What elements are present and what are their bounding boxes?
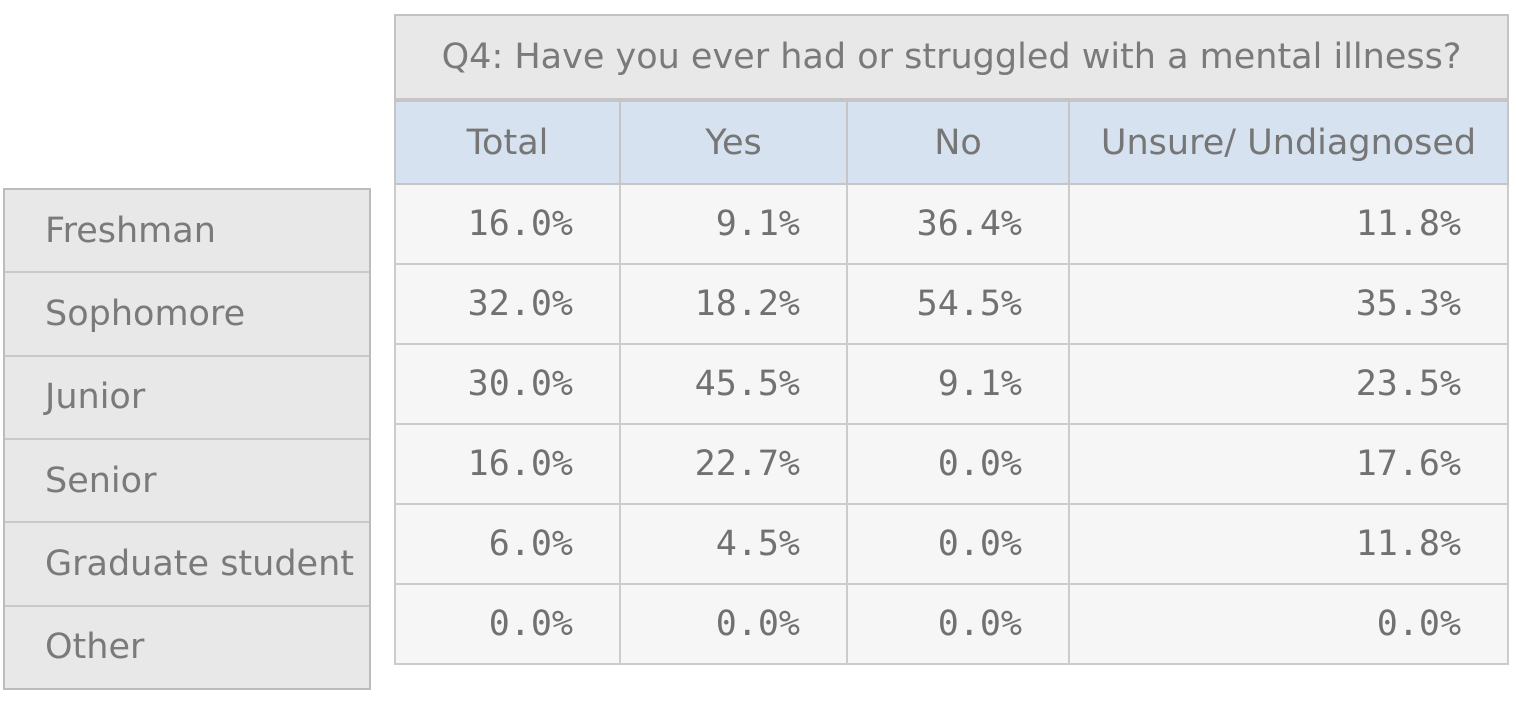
table-cell: 0.0%: [846, 583, 1070, 665]
question-header: Q4: Have you ever had or struggled with …: [393, 14, 1510, 102]
table-row-senior: 16.0% 22.7% 0.0% 17.6%: [394, 423, 1510, 505]
table-cell: 22.7%: [619, 423, 848, 505]
column-header-unsure-undiagnosed: Unsure/ Undiagnosed: [1067, 99, 1510, 185]
table-cell: 45.5%: [619, 343, 848, 425]
row-label-freshman: Freshman: [5, 190, 369, 274]
table-cell: 36.4%: [846, 183, 1070, 265]
table-cell: 0.0%: [394, 583, 621, 665]
table-cell: 0.0%: [619, 583, 848, 665]
table-cell: 16.0%: [394, 423, 621, 505]
table-row-freshman: 16.0% 9.1% 36.4% 11.8%: [394, 183, 1510, 265]
table-cell: 17.6%: [1067, 423, 1510, 505]
table-cell: 0.0%: [846, 423, 1070, 505]
column-header-total: Total: [394, 99, 621, 185]
table-cell: 16.0%: [394, 183, 621, 265]
table-cell: 0.0%: [846, 503, 1070, 585]
table-cell: 11.8%: [1067, 503, 1510, 585]
table-cell: 4.5%: [619, 503, 848, 585]
table-row-sophomore: 32.0% 18.2% 54.5% 35.3%: [394, 263, 1510, 345]
table-cell: 32.0%: [394, 263, 621, 345]
column-header-yes: Yes: [619, 99, 848, 185]
table-cell: 6.0%: [394, 503, 621, 585]
table-row-graduate-student: 6.0% 4.5% 0.0% 11.8%: [394, 503, 1510, 585]
table-cell: 0.0%: [1067, 583, 1510, 665]
table-cell: 35.3%: [1067, 263, 1510, 345]
table-cell: 18.2%: [619, 263, 848, 345]
table-row-junior: 30.0% 45.5% 9.1% 23.5%: [394, 343, 1510, 425]
column-header-no: No: [846, 99, 1070, 185]
table-cell: 54.5%: [846, 263, 1070, 345]
row-label-column: Freshman Sophomore Junior Senior Graduat…: [3, 188, 371, 690]
table-cell: 23.5%: [1067, 343, 1510, 425]
row-label-graduate-student: Graduate student: [5, 523, 369, 607]
table-cell: 30.0%: [394, 343, 621, 425]
crosstab-results-table: Q4: Have you ever had or struggled with …: [393, 14, 1510, 665]
table-row-other: 0.0% 0.0% 0.0% 0.0%: [394, 583, 1510, 665]
row-label-junior: Junior: [5, 357, 369, 440]
table-cell: 9.1%: [619, 183, 848, 265]
row-label-senior: Senior: [5, 440, 369, 524]
table-cell: 9.1%: [846, 343, 1070, 425]
row-label-other: Other: [45, 627, 145, 668]
table-cell: 11.8%: [1067, 183, 1510, 265]
row-label-sophomore: Sophomore: [5, 273, 369, 357]
